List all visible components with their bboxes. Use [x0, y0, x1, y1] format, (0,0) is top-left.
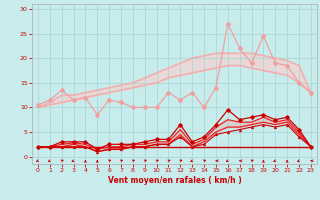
- X-axis label: Vent moyen/en rafales ( km/h ): Vent moyen/en rafales ( km/h ): [108, 176, 241, 185]
